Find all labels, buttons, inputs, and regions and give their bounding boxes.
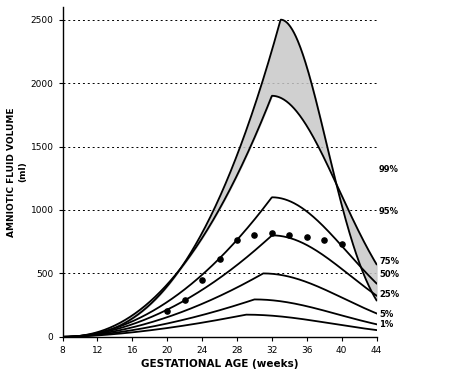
- Text: 95%: 95%: [379, 207, 399, 216]
- Text: 5%: 5%: [379, 310, 393, 319]
- Point: [164, 308, 171, 314]
- Text: 1%: 1%: [379, 320, 393, 329]
- Point: [268, 230, 275, 236]
- Text: 50%: 50%: [379, 270, 399, 279]
- Text: 99%: 99%: [379, 165, 399, 174]
- Point: [303, 233, 310, 240]
- Text: 25%: 25%: [379, 291, 399, 300]
- Point: [321, 237, 328, 243]
- Point: [198, 277, 206, 283]
- Point: [216, 256, 223, 262]
- Point: [181, 297, 188, 303]
- Text: 75%: 75%: [379, 258, 399, 267]
- Point: [251, 232, 258, 238]
- X-axis label: GESTATIONAL AGE (weeks): GESTATIONAL AGE (weeks): [141, 359, 298, 369]
- Point: [338, 241, 345, 247]
- Point: [286, 232, 293, 238]
- Y-axis label: AMNIOTIC FLUID VOLUME
(ml): AMNIOTIC FLUID VOLUME (ml): [7, 107, 28, 237]
- Point: [233, 237, 241, 243]
